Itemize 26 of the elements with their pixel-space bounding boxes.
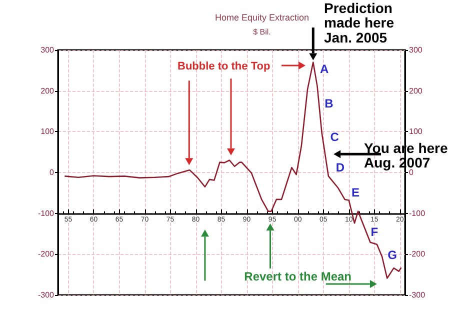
annotation: B	[324, 96, 334, 110]
y2-tick-label: 300	[409, 46, 423, 54]
chart-title: Home Equity Extraction	[214, 12, 310, 22]
annotation: D	[336, 160, 345, 174]
annotation: Bubble to the Top	[178, 60, 270, 73]
chart-subtitle: $ Bil.	[253, 28, 271, 36]
y-tick-label: 200	[40, 86, 55, 96]
annotation: F	[370, 224, 378, 239]
y-tick-label: -100	[38, 208, 55, 218]
text: Prediction made here Jan. 2005	[324, 0, 394, 46]
annotation: G	[388, 248, 397, 262]
annotation: E	[351, 186, 360, 200]
y-tick-label: 100	[40, 127, 55, 136]
y-tick-label: -300	[38, 290, 55, 300]
y2-tick-label: -100	[409, 208, 426, 218]
annotation: C	[330, 130, 340, 144]
y2-tick-label: 200	[409, 86, 423, 96]
y2-tick-label: -300	[409, 290, 426, 300]
y2-tick-label: 0	[409, 168, 414, 177]
y-tick-label: 0	[50, 168, 55, 177]
y-tick-label: 300	[40, 46, 55, 54]
y2-tick-label: -200	[409, 250, 426, 259]
y-tick-label: -200	[38, 250, 55, 259]
annotation: Revert to the Mean	[244, 270, 352, 284]
y2-tick-label: 100	[409, 127, 423, 136]
annotation: A	[320, 62, 330, 76]
